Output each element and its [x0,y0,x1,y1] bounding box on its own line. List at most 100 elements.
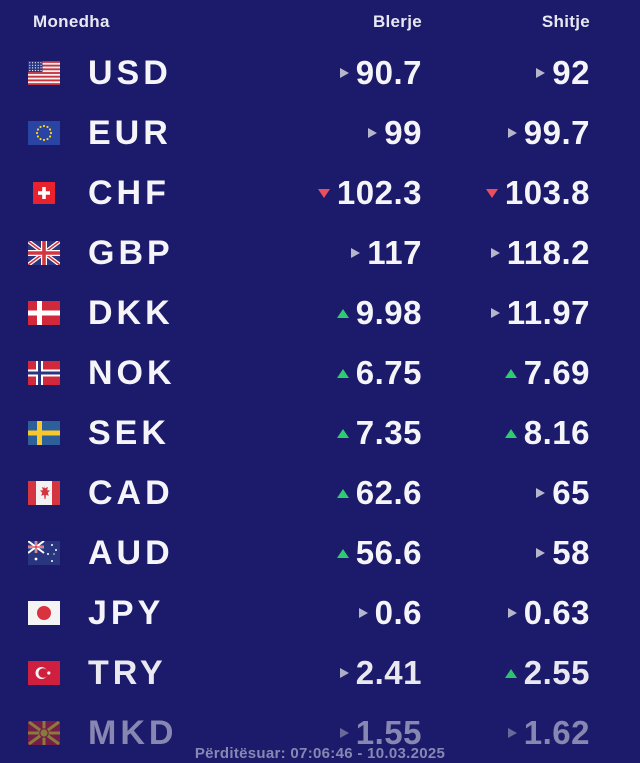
buy-rate-cell: 2.41 [267,654,422,692]
currency-row: MKD 1.55 1.62 [0,703,640,763]
buy-rate-cell: 62.6 [267,474,422,512]
trend-flat-icon [536,68,546,78]
trend-down-icon [485,188,498,198]
buy-rate-value: 117 [367,234,422,271]
buy-rate-cell: 90.7 [267,54,422,92]
trend-flat-icon [368,128,378,138]
buy-rate-value: 62.6 [355,474,422,511]
sell-rate-value: 92 [552,54,590,91]
buy-rate-cell: 117 [267,234,422,272]
eur-flag-icon [28,121,60,145]
sell-rate-value: 65 [552,474,590,511]
currency-code: CAD [88,473,174,512]
buy-rate-value: 9.98 [355,294,422,331]
currency-code: SEK [88,413,170,452]
buy-rate-value: 7.35 [355,414,422,451]
currency-code: CHF [88,173,170,212]
trend-up-icon [336,488,349,498]
trend-down-icon [317,188,330,198]
sell-rate-cell: 118.2 [422,234,590,272]
currency-code: USD [88,53,172,92]
trend-flat-icon [490,248,500,258]
buy-rate-cell: 0.6 [267,594,422,632]
currency-row: GBP 117 118.2 [0,223,640,283]
trend-up-icon [504,428,517,438]
sell-rate-cell: 0.63 [422,594,590,632]
buy-rate-value: 56.6 [355,534,422,571]
currency-code: TRY [88,653,167,692]
trend-flat-icon [339,668,349,678]
buy-rate-cell: 7.35 [267,414,422,452]
currency-code: DKK [88,293,174,332]
trend-flat-icon [536,548,546,558]
buy-rate-cell: 99 [267,114,422,152]
sell-rate-value: 118.2 [506,234,590,271]
sell-rate-cell: 1.62 [422,714,590,752]
buy-rate-cell: 9.98 [267,294,422,332]
sell-rate-value: 1.62 [523,714,590,751]
currency-row: DKK 9.98 11.97 [0,283,640,343]
trend-up-icon [504,368,517,378]
usd-flag-icon [28,61,60,85]
currency-row: USD 90.7 92 [0,43,640,103]
sell-rate-value: 58 [552,534,590,571]
jpy-flag-icon [28,601,60,625]
buy-rate-cell: 102.3 [267,174,422,212]
buy-rate-value: 90.7 [355,54,422,91]
trend-up-icon [336,428,349,438]
trend-flat-icon [351,248,361,258]
trend-up-icon [336,308,349,318]
last-updated-text: Përditësuar: 07:06:46 - 10.03.2025 [194,745,446,762]
buy-rate-cell: 56.6 [267,534,422,572]
currency-code: EUR [88,113,172,152]
rates-table: USD 90.7 92 EUR 99 99.7 CHF 102.3 1 [0,43,640,763]
trend-flat-icon [536,488,546,498]
buy-rate-value: 6.75 [355,354,422,391]
sell-rate-value: 8.16 [523,414,590,451]
currency-row: TRY 2.41 2.55 [0,643,640,703]
sell-rate-cell: 65 [422,474,590,512]
trend-up-icon [504,668,517,678]
trend-flat-icon [490,308,500,318]
trend-flat-icon [507,128,517,138]
sell-rate-value: 2.55 [523,654,590,691]
sell-rate-value: 7.69 [523,354,590,391]
table-header: Monedha Blerje Shitje [0,0,640,43]
column-header-currency: Monedha [33,11,110,31]
dkk-flag-icon [28,301,60,325]
sell-rate-cell: 103.8 [422,174,590,212]
sell-rate-value: 103.8 [504,174,590,211]
mkd-flag-icon [28,721,60,745]
buy-rate-value: 102.3 [336,174,422,211]
trend-flat-icon [339,68,349,78]
column-header-sell: Shitje [541,11,590,31]
buy-rate-value: 1.55 [355,714,422,751]
trend-up-icon [336,548,349,558]
currency-code: AUD [88,533,174,572]
trend-flat-icon [358,608,368,618]
currency-row: EUR 99 99.7 [0,103,640,163]
currency-row: JPY 0.6 0.63 [0,583,640,643]
buy-rate-value: 2.41 [355,654,422,691]
currency-row: AUD 56.6 58 [0,523,640,583]
currency-code: GBP [88,233,174,272]
sell-rate-cell: 8.16 [422,414,590,452]
sek-flag-icon [28,421,60,445]
sell-rate-value: 0.63 [523,594,590,631]
sell-rate-cell: 58 [422,534,590,572]
sell-rate-value: 11.97 [506,294,590,331]
sell-rate-cell: 7.69 [422,354,590,392]
try-flag-icon [28,661,60,685]
buy-rate-cell: 6.75 [267,354,422,392]
gbp-flag-icon [28,241,60,265]
trend-flat-icon [507,728,517,738]
buy-rate-cell: 1.55 [267,714,422,752]
nok-flag-icon [28,361,60,385]
sell-rate-cell: 2.55 [422,654,590,692]
currency-code: MKD [88,713,178,752]
currency-row: CHF 102.3 103.8 [0,163,640,223]
currency-code: JPY [88,593,165,632]
currency-row: CAD 62.6 65 [0,463,640,523]
currency-row: SEK 7.35 8.16 [0,403,640,463]
